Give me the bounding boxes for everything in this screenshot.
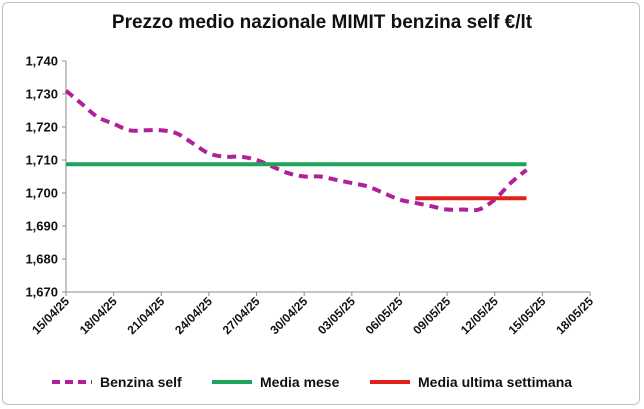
legend-swatch-media-ultima-settimana bbox=[370, 380, 410, 384]
legend-swatch-benzina-self bbox=[52, 380, 92, 384]
x-tick-label: 15/04/25 bbox=[29, 294, 72, 337]
chart-axes: 1,670 1,680 1,690 1,700 1,710 1,720 1,730 1,740… bbox=[25, 54, 596, 338]
legend-swatch-media-mese bbox=[212, 380, 252, 384]
legend-item-media-mese: Media mese bbox=[210, 370, 339, 394]
y-tick-label: 1,710 bbox=[25, 153, 58, 168]
y-tick-label: 1,680 bbox=[25, 252, 58, 267]
chart-series bbox=[64, 89, 528, 213]
chart-title: Prezzo medio nazionale MIMIT benzina sel… bbox=[111, 12, 533, 33]
x-tick-label: 30/04/25 bbox=[267, 294, 310, 337]
y-tick-label: 1,720 bbox=[25, 120, 58, 135]
chart-legend: Benzina self Media mese Media ultima set… bbox=[0, 370, 644, 394]
legend-label-media-ultima-settimana: Media ultima settimana bbox=[418, 374, 573, 390]
x-tick-label: 27/04/25 bbox=[220, 294, 263, 337]
series-line-benzina-self bbox=[64, 89, 528, 213]
x-tick-label: 12/05/25 bbox=[458, 294, 501, 337]
x-tick-label: 09/05/25 bbox=[410, 294, 453, 337]
y-tick-label: 1,670 bbox=[25, 285, 58, 300]
legend-item-benzina-self: Benzina self bbox=[50, 370, 182, 394]
y-tick-label: 1,730 bbox=[25, 87, 58, 102]
y-tick-label: 1,740 bbox=[25, 54, 58, 69]
x-tick-label: 24/04/25 bbox=[172, 294, 215, 337]
legend-label-media-mese: Media mese bbox=[260, 374, 340, 390]
x-tick-label: 03/05/25 bbox=[315, 294, 358, 337]
x-tick-label: 06/05/25 bbox=[363, 294, 406, 337]
x-tick-label: 18/05/25 bbox=[553, 294, 596, 337]
x-tick-label: 21/04/25 bbox=[124, 294, 167, 337]
x-tick-label: 15/05/25 bbox=[506, 294, 549, 337]
chart-frame bbox=[2, 2, 640, 405]
x-tick-label: 18/04/25 bbox=[77, 294, 120, 337]
y-tick-label: 1,700 bbox=[25, 186, 58, 201]
legend-item-media-ultima-settimana: Media ultima settimana bbox=[368, 370, 572, 394]
y-tick-label: 1,690 bbox=[25, 219, 58, 234]
legend-label-benzina-self: Benzina self bbox=[100, 374, 182, 390]
